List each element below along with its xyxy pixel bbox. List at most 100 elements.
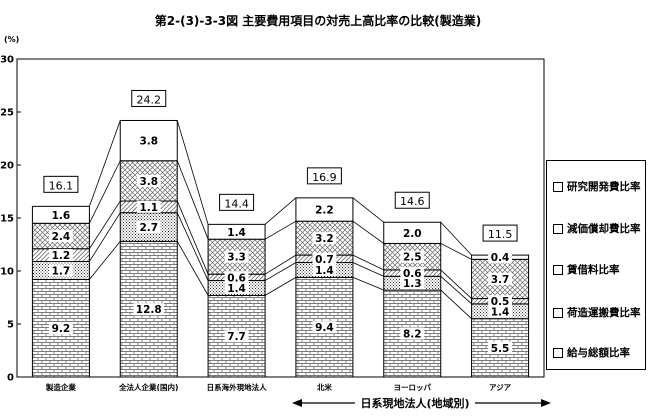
y-tick-label: 0	[7, 373, 14, 384]
connector-line	[352, 254, 384, 271]
total-label-box	[394, 191, 430, 209]
y-tick-label: 10	[0, 267, 14, 278]
total-value-label: 11.5	[488, 228, 513, 241]
connector-line	[89, 200, 121, 249]
legend-label: 給与総額比率	[567, 347, 630, 359]
segment-value-label: 12.8	[136, 304, 162, 316]
connector-line	[264, 220, 297, 240]
segment-label-bg	[224, 281, 249, 294]
connector-line	[352, 197, 384, 223]
connector-line	[352, 276, 384, 291]
total-value-label: 16.1	[49, 179, 74, 192]
connector-line	[440, 276, 472, 305]
total-label-box	[306, 167, 342, 185]
segment-label-bg	[312, 263, 337, 276]
segment-label-bg	[133, 303, 164, 316]
legend-label: 荷造運搬費比率	[567, 307, 641, 319]
connector-line	[176, 200, 209, 275]
chart-title: 第2-(3)-3-3図 主要費用項目の対売上高比率の比較(製造業)	[155, 13, 481, 28]
legend: 研究開発費比率 減価償却費比率 賃借料比率 荷造運搬費比率 給与総額比率	[546, 160, 646, 370]
legend-item-freight: 荷造運搬費比率	[553, 305, 641, 320]
region-group-label: 日系現地法人(地域別)	[360, 396, 469, 410]
total-label-box	[131, 89, 167, 107]
segment-value-label: 1.3	[403, 278, 422, 290]
segment-value-label: 1.2	[52, 250, 71, 262]
connector-line	[352, 262, 384, 277]
segment-label-bg	[400, 327, 425, 340]
y-tick-label: 25	[0, 108, 14, 119]
segment-value-label: 3.8	[139, 176, 158, 188]
segment-label-bg	[49, 208, 73, 221]
segment-label-bg	[312, 232, 337, 245]
segment-label-bg	[224, 271, 249, 284]
segment-value-label: 3.8	[139, 136, 158, 148]
legend-swatch	[553, 181, 563, 192]
segment-label-bg	[400, 250, 425, 263]
connector-line	[352, 220, 384, 244]
legend-swatch	[553, 307, 563, 318]
legend-item-research: 研究開発費比率	[553, 179, 641, 194]
connector-line	[176, 241, 209, 296]
connector-line	[440, 289, 472, 319]
legend-swatch	[553, 347, 563, 358]
y-tick-label: 30	[0, 55, 14, 66]
segment-label-bg	[136, 134, 161, 147]
legend-label: 研究開発費比率	[567, 181, 641, 193]
legend-item-rent: 賃借料比率	[553, 262, 620, 277]
region-group-arrow: 日系現地法人(地域別)	[292, 395, 551, 411]
segment-value-label: 7.7	[227, 331, 246, 343]
connector-line	[440, 243, 472, 260]
legend-item-depreciation: 減価償却費比率	[553, 221, 641, 236]
segment-value-label: 2.7	[139, 222, 158, 234]
segment-label-bg	[312, 252, 337, 265]
segment-value-label: 3.7	[491, 274, 510, 286]
connector-line	[264, 197, 297, 225]
segment-value-label: 8.2	[403, 329, 422, 341]
segment-value-label: 1.7	[52, 265, 71, 277]
segment-label-bg	[488, 341, 512, 354]
segment-label-bg	[224, 225, 249, 238]
segment-label-bg	[136, 221, 161, 234]
segment-label-bg	[400, 267, 425, 280]
segment-label-bg	[312, 321, 337, 334]
total-label-box	[219, 193, 255, 211]
segment-value-label: 1.1	[139, 202, 158, 214]
legend-item-salary: 給与総額比率	[553, 345, 630, 360]
segment-label-bg	[400, 277, 425, 290]
segment-value-label: 0.6	[403, 268, 422, 280]
connector-line	[264, 254, 297, 275]
segment-label-bg	[400, 226, 425, 239]
segment-label-bg	[312, 203, 337, 216]
category-label: 北米	[317, 382, 332, 392]
legend-label: 賃借料比率	[567, 264, 620, 276]
segment-label-bg	[224, 330, 249, 343]
category-label: 製造企業	[45, 382, 76, 392]
connector-line	[176, 160, 209, 240]
plot-frame	[16, 58, 545, 378]
segment-value-label: 0.6	[227, 272, 246, 284]
segment-label-bg	[136, 200, 161, 213]
legend-swatch	[553, 223, 563, 234]
connector-line	[176, 120, 209, 225]
segment-value-label: 2.4	[52, 231, 71, 243]
segment-value-label: 5.5	[491, 343, 510, 355]
connector-line	[264, 262, 297, 281]
category-label: ヨーロッパ	[394, 382, 432, 392]
connector-line	[89, 241, 121, 280]
y-tick-label: 5	[7, 320, 14, 331]
y-tick-label: 15	[0, 214, 14, 225]
category-label: 全法人企業(国内)	[118, 382, 178, 392]
connector-line	[89, 160, 121, 224]
connector-line	[89, 120, 121, 207]
category-label: 日系海外現地法人	[207, 382, 267, 392]
segment-value-label: 9.2	[52, 323, 71, 335]
segment-label-bg	[224, 250, 249, 263]
total-value-label: 16.9	[312, 171, 337, 184]
y-tick-label: 20	[0, 161, 14, 172]
total-label-box	[482, 224, 518, 242]
segment-value-label: 0.7	[315, 254, 334, 266]
segment-label-bg	[49, 230, 73, 243]
segment-label-bg	[488, 251, 512, 264]
segment-label-bg	[49, 249, 73, 262]
